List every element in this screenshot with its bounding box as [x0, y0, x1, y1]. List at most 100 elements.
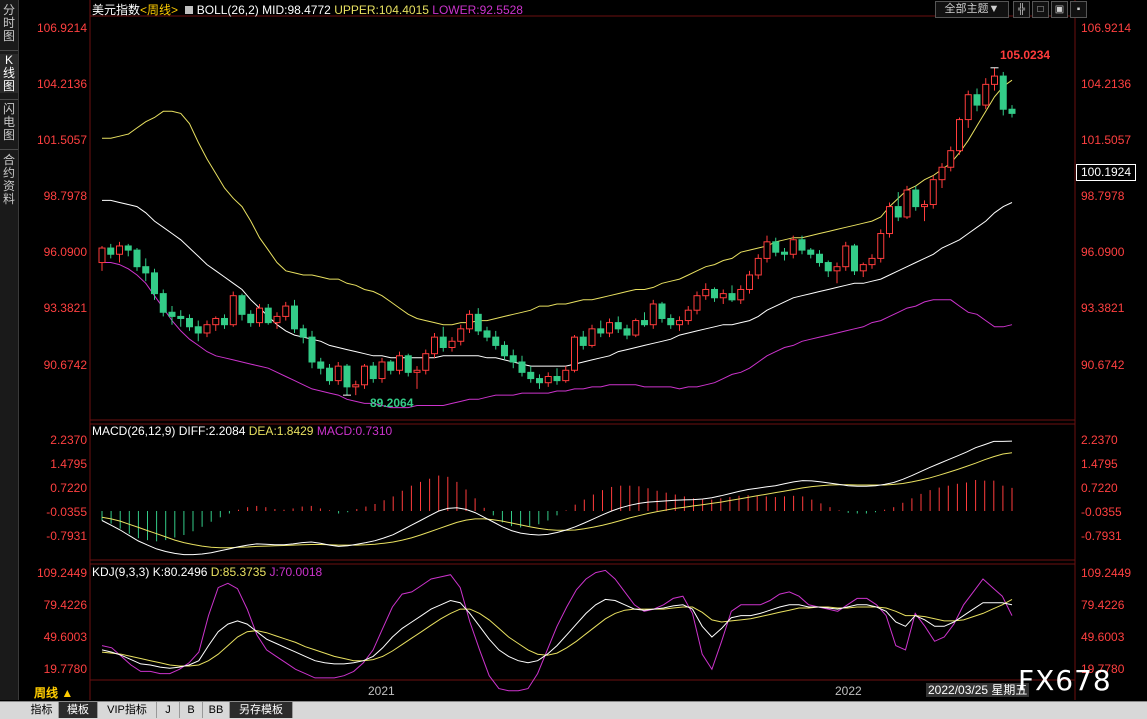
candle-body	[579, 336, 587, 346]
period-selector[interactable]: 周线 ▲	[34, 686, 74, 700]
tab-b[interactable]: B	[180, 702, 203, 718]
kdj-j-line	[101, 569, 1013, 692]
main-indicator-header: 美元指数<周线> BOLL(26,2) MID:98.4772 UPPER:10…	[92, 3, 523, 17]
candle-body	[903, 189, 911, 218]
tab-indicators[interactable]: 指标	[25, 702, 59, 718]
price-right-axis-label: 98.7978	[1081, 189, 1125, 204]
maximize-button[interactable]: ▣	[1051, 1, 1068, 18]
candle-body	[982, 83, 990, 106]
boll-lower-line	[102, 262, 1013, 409]
candle-body	[133, 249, 141, 268]
tab-divider	[0, 99, 18, 100]
kdj-d-line	[101, 598, 1013, 667]
candle-body	[859, 264, 867, 272]
macd-diff-value: DIFF:2.2084	[178, 424, 246, 438]
chart-canvas[interactable]	[0, 0, 1147, 700]
candle-body	[151, 272, 158, 295]
candle-body	[868, 257, 876, 266]
restore-button[interactable]: □	[1032, 1, 1049, 18]
kdj-left-axis-label: 19.7780	[43, 662, 87, 677]
candle-body	[264, 307, 272, 324]
candle-body	[684, 309, 692, 322]
kdj-panel	[101, 569, 1013, 692]
x-axis-label-2021: 2021	[368, 684, 395, 698]
price-left-axis-label: 101.5057	[36, 133, 87, 148]
current-price-tag: 100.1924	[1076, 164, 1136, 181]
candle-body	[186, 317, 193, 328]
candle-body	[947, 150, 955, 168]
candle-body	[177, 315, 185, 319]
period-tag: <周线>	[140, 3, 179, 17]
candle-body	[536, 378, 543, 384]
candle-body	[221, 317, 228, 326]
cursor-date-label: 2022/03/25 星期五	[926, 683, 1030, 697]
price-left-axis-label: 106.9214	[36, 20, 87, 35]
candle-body	[212, 317, 220, 326]
high-price-label: 105.0234	[1000, 48, 1051, 62]
tab-save-template[interactable]: 另存模板	[230, 702, 293, 718]
tab-timeshare-chart[interactable]: 分时图	[2, 3, 15, 43]
indicator-settings-icon[interactable]	[185, 6, 194, 14]
candle-body	[501, 344, 508, 357]
candle-body	[159, 293, 167, 313]
kdj-name: KDJ(9,3,3)	[92, 565, 150, 579]
theme-select[interactable]: 全部主题▼	[935, 1, 1009, 18]
candle-body	[833, 266, 841, 272]
candle-body	[649, 303, 657, 326]
candle-body	[571, 336, 578, 371]
macd-right-axis-label: 2.2370	[1081, 433, 1118, 448]
candle-body	[413, 369, 421, 373]
candle-body	[588, 328, 596, 346]
candle-body	[1008, 108, 1016, 114]
candle-body	[772, 241, 780, 253]
candle-body	[273, 315, 281, 324]
candle-body	[606, 322, 613, 334]
candle-body	[816, 253, 823, 264]
candle-body	[929, 179, 937, 206]
candle-body	[632, 320, 640, 336]
candle-body	[142, 266, 150, 274]
candle-body	[973, 94, 981, 106]
candle-body	[851, 245, 858, 272]
macd-right-axis-label: -0.0355	[1081, 505, 1122, 520]
tab-flash-chart[interactable]: 闪电图	[2, 102, 15, 142]
candle-body	[448, 340, 456, 348]
candle-body	[474, 313, 482, 332]
price-left-axis-label: 96.0900	[43, 245, 87, 260]
kdj-left-axis-label: 109.2449	[36, 566, 87, 581]
tab-j[interactable]: J	[157, 702, 180, 718]
candle-body	[116, 245, 123, 255]
candle-body	[719, 293, 727, 299]
candle-body	[317, 361, 325, 369]
candle-body	[194, 326, 202, 334]
candle-body	[256, 307, 263, 324]
candle-body	[238, 295, 246, 315]
symbol-name: 美元指数	[92, 3, 141, 17]
candle-body	[308, 336, 316, 363]
candle-body	[877, 233, 885, 259]
candle-body	[886, 206, 893, 235]
candle-body	[299, 328, 307, 338]
candle-body	[282, 305, 290, 317]
candle-body	[667, 317, 675, 326]
macd-name: MACD(26,12,9)	[92, 424, 176, 438]
candle-body	[754, 257, 762, 276]
price-left-axis-label: 104.2136	[36, 77, 87, 92]
candle-body	[369, 365, 377, 380]
kdj-d-value: D:85.3735	[210, 565, 267, 579]
candle-body	[168, 311, 176, 317]
kdj-right-axis-label: 79.4226	[1081, 598, 1125, 613]
close-button[interactable]: ▪	[1070, 1, 1087, 18]
bottom-tab-bar: 指标 模板 VIP指标 J B BB 另存模板	[0, 701, 1147, 719]
tab-vip-indicators[interactable]: VIP指标	[98, 702, 157, 718]
crosshair-button[interactable]: ╬	[1013, 1, 1030, 18]
price-right-axis-label: 93.3821	[1081, 301, 1125, 316]
tab-contract-info[interactable]: 合约资料	[2, 153, 15, 206]
candle-body	[746, 274, 753, 290]
tab-bb[interactable]: BB	[203, 702, 230, 718]
tab-templates[interactable]: 模板	[59, 702, 98, 718]
price-left-axis-label: 98.7978	[43, 189, 87, 204]
kdj-j-value: J:70.0018	[269, 565, 323, 579]
candle-body	[894, 206, 902, 218]
